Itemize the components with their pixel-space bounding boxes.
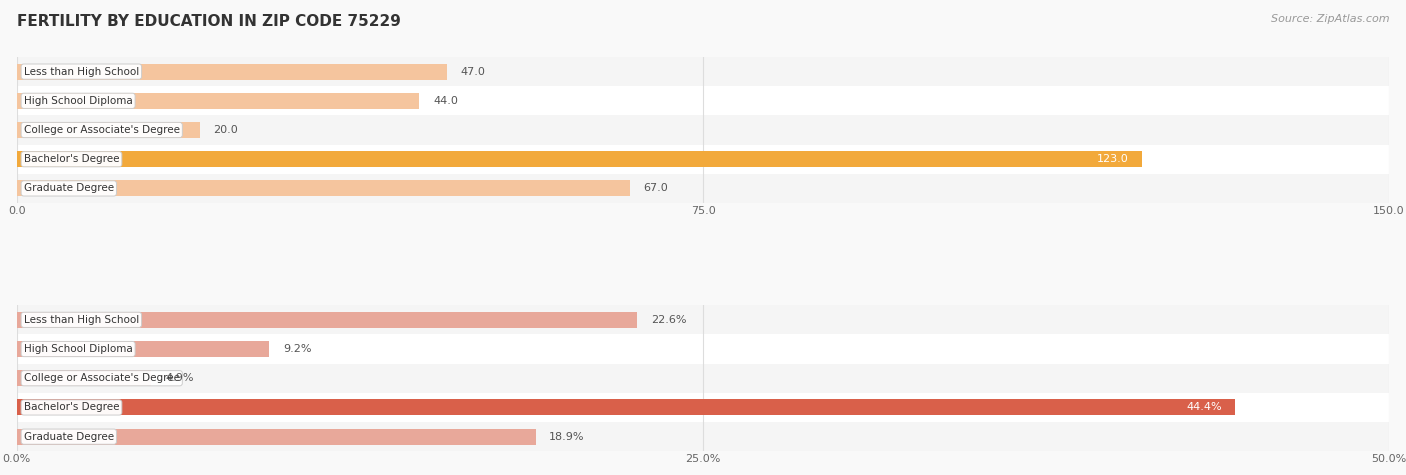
Bar [17, 341, 270, 357]
Text: Less than High School: Less than High School [24, 66, 139, 76]
Text: High School Diploma: High School Diploma [24, 344, 132, 354]
Bar [17, 174, 1389, 203]
Text: 123.0: 123.0 [1097, 154, 1129, 164]
Bar [17, 393, 1389, 422]
Text: 4.9%: 4.9% [165, 373, 194, 383]
Text: 9.2%: 9.2% [283, 344, 312, 354]
Bar [17, 86, 1389, 115]
Bar [17, 122, 200, 138]
Bar [17, 422, 1389, 451]
Bar [17, 399, 1236, 416]
Bar [17, 370, 152, 386]
Bar [17, 151, 1142, 167]
Text: Bachelor's Degree: Bachelor's Degree [24, 154, 120, 164]
Bar [17, 305, 1389, 334]
Bar [17, 428, 536, 445]
Bar [17, 57, 1389, 86]
Text: Bachelor's Degree: Bachelor's Degree [24, 402, 120, 412]
Text: 47.0: 47.0 [461, 66, 485, 76]
Text: Source: ZipAtlas.com: Source: ZipAtlas.com [1271, 14, 1389, 24]
Bar [17, 115, 1389, 144]
Bar [17, 364, 1389, 393]
Text: 22.6%: 22.6% [651, 315, 686, 325]
Bar [17, 93, 419, 109]
Text: College or Associate's Degree: College or Associate's Degree [24, 125, 180, 135]
Text: Less than High School: Less than High School [24, 315, 139, 325]
Text: 44.0: 44.0 [433, 96, 458, 106]
Bar [17, 312, 637, 328]
Bar [17, 144, 1389, 174]
Bar [17, 334, 1389, 364]
Text: FERTILITY BY EDUCATION IN ZIP CODE 75229: FERTILITY BY EDUCATION IN ZIP CODE 75229 [17, 14, 401, 29]
Bar [17, 180, 630, 197]
Text: Graduate Degree: Graduate Degree [24, 183, 114, 193]
Bar [17, 64, 447, 80]
Text: Graduate Degree: Graduate Degree [24, 432, 114, 442]
Text: 20.0: 20.0 [214, 125, 238, 135]
Text: College or Associate's Degree: College or Associate's Degree [24, 373, 180, 383]
Text: 44.4%: 44.4% [1187, 402, 1222, 412]
Text: 67.0: 67.0 [644, 183, 668, 193]
Text: 18.9%: 18.9% [550, 432, 585, 442]
Text: High School Diploma: High School Diploma [24, 96, 132, 106]
